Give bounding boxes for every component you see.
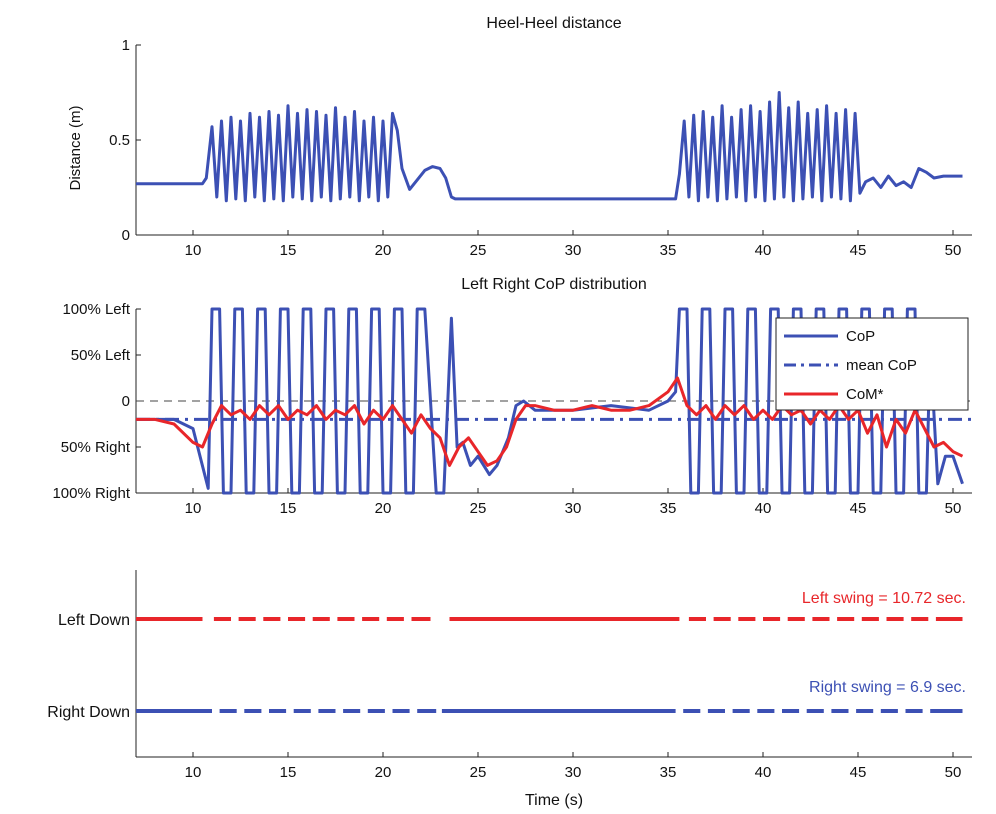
x-tick-label-cop: 15 (280, 500, 297, 517)
x-tick-label-cop: 40 (755, 500, 772, 517)
x-tick-label-cop: 25 (470, 500, 487, 517)
heel-distance-title: Heel-Heel distance (486, 15, 621, 32)
heel-distance-panel: Heel-Heel distance Distance (m) 10 15 20 25… (67, 15, 972, 259)
right-swing-annotation: Right swing = 6.9 sec. (809, 679, 966, 696)
cop-distribution-panel: Left Right CoP distribution 10 15 20 25 30 35… (52, 276, 972, 517)
y-tick-label-cop: 100% Right (52, 485, 130, 502)
x-tick-label-heel: 25 (470, 242, 487, 259)
legend-label-cop: CoP (846, 328, 875, 345)
series-cop-line (136, 307, 964, 495)
y-tick-label-heel: 0 (122, 227, 130, 244)
x-tick-label-swing: 35 (660, 764, 677, 781)
x-tick-label-heel: 30 (565, 242, 582, 259)
x-tick-label-cop: 10 (185, 500, 202, 517)
swing-timeline-plot: 10 15 20 25 30 35 40 45 50 Left Down Right Down (47, 570, 972, 781)
y-tick-label-swing: Right Down (47, 704, 130, 721)
swing-timeline-panel: 10 15 20 25 30 35 40 45 50 Left Down Right Down Le… (47, 570, 972, 809)
x-tick-label-cop: 35 (660, 500, 677, 517)
x-tick-label-heel: 45 (850, 242, 867, 259)
x-tick-label-heel: 10 (185, 242, 202, 259)
legend-label-mean-cop: mean CoP (846, 357, 917, 374)
x-tick-label-heel: 50 (945, 242, 962, 259)
y-tick-label-cop: 50% Left (71, 347, 131, 364)
time-axis-label: Time (s) (525, 792, 583, 809)
heel-distance-line (136, 91, 963, 203)
x-tick-label-swing: 15 (280, 764, 297, 781)
x-tick-label-swing: 20 (375, 764, 392, 781)
x-tick-label-swing: 25 (470, 764, 487, 781)
x-tick-label-heel: 15 (280, 242, 297, 259)
y-tick-label-heel: 0.5 (109, 132, 130, 149)
heel-distance-ylabel: Distance (m) (67, 105, 84, 190)
x-tick-label-swing: 50 (945, 764, 962, 781)
x-tick-label-heel: 40 (755, 242, 772, 259)
y-tick-label-cop: 50% Right (61, 439, 131, 456)
x-tick-label-cop: 30 (565, 500, 582, 517)
legend-label-com: CoM* (846, 386, 884, 403)
y-tick-label-swing: Left Down (58, 612, 130, 629)
chart-legend: CoP mean CoP CoM* (775, 317, 969, 411)
x-tick-label-cop: 20 (375, 500, 392, 517)
x-tick-label-swing: 10 (185, 764, 202, 781)
x-tick-label-swing: 45 (850, 764, 867, 781)
y-tick-label-heel: 1 (122, 37, 130, 54)
x-tick-label-swing: 40 (755, 764, 772, 781)
x-tick-label-swing: 30 (565, 764, 582, 781)
y-tick-label-cop: 0 (122, 393, 130, 410)
heel-distance-plot: 10 15 20 25 30 35 40 45 50 0 0.5 1 (109, 37, 972, 259)
cop-distribution-title: Left Right CoP distribution (461, 276, 647, 293)
left-swing-annotation: Left swing = 10.72 sec. (802, 590, 966, 607)
x-tick-label-heel: 35 (660, 242, 677, 259)
x-tick-label-cop: 45 (850, 500, 867, 517)
x-tick-label-cop: 50 (945, 500, 962, 517)
y-tick-label-cop: 100% Left (62, 301, 130, 318)
x-tick-label-heel: 20 (375, 242, 392, 259)
